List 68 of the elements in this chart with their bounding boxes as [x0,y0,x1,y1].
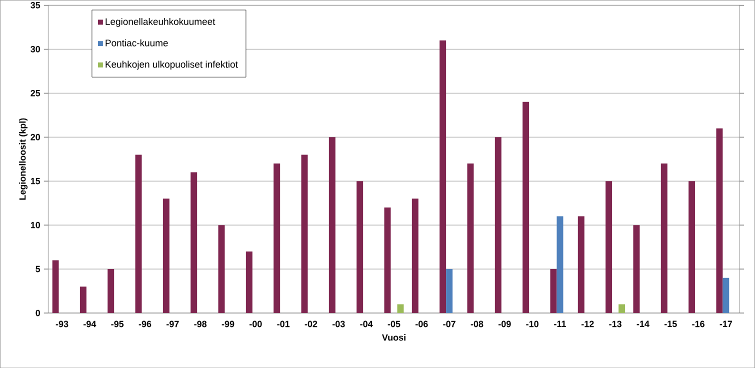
y-tick-label: 20 [30,134,40,140]
bar [578,216,584,313]
x-tick-label: -06 [416,320,428,328]
bar [550,268,557,313]
x-tick-label: -01 [277,320,290,328]
x-tick-label: -13 [609,320,622,328]
x-tick-label: -10 [526,320,538,328]
x-tick-label: -09 [498,320,511,328]
x-tick-label: -00 [250,320,262,328]
bar [80,286,86,313]
y-tick-label: 10 [30,222,40,228]
x-tick-label: -95 [111,320,124,328]
legend-label: Keuhkojen ulkopuoliset infektiot [106,60,238,70]
bar [660,163,668,313]
y-axis-title: Legionelloosit (kpl) [19,118,28,200]
bar [633,224,640,313]
y-tick-label: 5 [36,266,40,272]
x-tick-label: -07 [443,320,456,328]
x-tick-label: -11 [554,320,566,327]
bar [246,251,252,313]
bar [218,224,225,313]
bar [397,304,404,313]
bar [274,163,280,313]
x-tick-label: -16 [692,320,704,328]
bar [522,102,530,313]
x-tick-label: -94 [84,320,96,328]
legend-label: Legionellakeuhkokuumeet [106,18,216,27]
y-tick-label: 0 [36,310,40,316]
x-tick-label: -15 [664,320,677,328]
bar [135,154,142,313]
bar [606,181,612,313]
bar [190,172,198,313]
x-tick-label: -12 [581,320,594,327]
bar [467,163,474,313]
bar [688,181,696,313]
bar [716,128,723,313]
bar [162,198,170,313]
bar [108,268,114,313]
bar [412,198,418,313]
y-tick-label: 15 [30,178,40,184]
bar [618,304,626,313]
x-axis-title: Vuosi [382,334,406,341]
y-tick-label: 35 [30,2,40,8]
x-tick-label: -14 [636,320,650,327]
y-tick-label: 30 [30,46,40,52]
x-tick-label: -93 [56,320,68,328]
bar [301,154,308,313]
x-tick-label: -99 [222,320,234,328]
x-tick-label: -17 [720,320,732,327]
bar [440,40,446,313]
x-tick-label: -97 [166,320,179,328]
x-tick-label: -03 [332,320,345,328]
bar [384,207,391,313]
y-tick-label: 25 [30,90,40,96]
bar [556,216,564,313]
bar [722,278,730,313]
bar [328,137,336,313]
bar [356,181,364,313]
x-tick-label: -96 [138,320,152,328]
bar [52,260,59,313]
x-tick-label: -98 [194,320,207,328]
legend-label: Pontiac-kuume [106,39,168,46]
x-tick-label: -05 [388,320,400,328]
bar [494,137,502,313]
x-tick-label: -02 [304,320,318,328]
bar [446,268,453,313]
x-tick-label: -08 [470,320,484,328]
x-tick-label: -04 [360,320,373,328]
